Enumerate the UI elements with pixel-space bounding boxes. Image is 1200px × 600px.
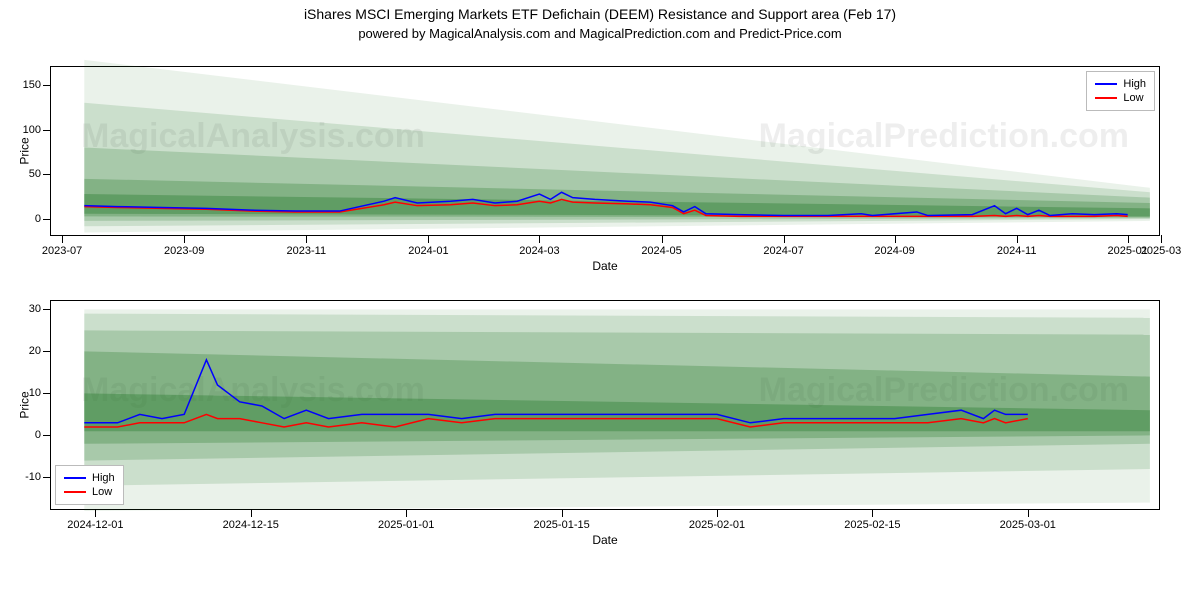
legend-item-low: Low [64,486,115,498]
legend: High Low [1086,71,1155,111]
y-tick-label: 0 [35,213,41,225]
y-tick-label: 100 [23,124,41,136]
x-tick-label: 2025-01-15 [533,519,589,531]
y-tick-label: -10 [25,471,41,483]
y-tick-label: 20 [29,345,41,357]
main-title: iShares MSCI Emerging Markets ETF Defich… [0,6,1200,22]
x-tick-label: 2024-07 [763,245,803,257]
x-tick-label: 2025-03-01 [1000,519,1056,531]
y-tick-label: 0 [35,429,41,441]
chart-top-svg [51,67,1159,235]
y-tick-label: 10 [29,387,41,399]
x-tick-label: 2024-01 [408,245,448,257]
x-tick-label: 2024-11 [997,245,1037,257]
y-tick-label: 50 [29,168,41,180]
legend-label: Low [92,486,112,498]
y-tick-label: 30 [29,303,41,315]
x-tick-label: 2025-03 [1141,245,1181,257]
x-tick-label: 2025-02-15 [844,519,900,531]
sub-title: powered by MagicalAnalysis.com and Magic… [0,26,1200,41]
legend-item-high: High [1095,78,1146,90]
legend-item-low: Low [1095,92,1146,104]
legend-label: High [1123,78,1146,90]
x-tick-label: 2023-11 [287,245,327,257]
x-tick-label: 2024-12-01 [67,519,123,531]
chart-bottom-svg [51,301,1159,509]
x-tick-label: 2024-12-15 [223,519,279,531]
x-axis-label: Date [592,533,617,547]
chart-bottom: MagicalAnalysis.com MagicalPrediction.co… [50,300,1160,510]
x-tick-label: 2024-05 [641,245,681,257]
x-tick-label: 2023-09 [164,245,204,257]
x-tick-label: 2025-01-01 [378,519,434,531]
legend-item-high: High [64,472,115,484]
x-tick-label: 2024-09 [874,245,914,257]
x-tick-label: 2024-03 [519,245,559,257]
y-tick-label: 150 [23,79,41,91]
chart-top: MagicalAnalysis.com MagicalPrediction.co… [50,66,1160,236]
y-axis-label: Price [18,137,32,164]
x-tick-label: 2025-02-01 [689,519,745,531]
x-tick-label: 2023-07 [42,245,82,257]
x-axis-label: Date [592,259,617,273]
legend-label: Low [1123,92,1143,104]
legend: High Low [55,465,124,505]
legend-label: High [92,472,115,484]
